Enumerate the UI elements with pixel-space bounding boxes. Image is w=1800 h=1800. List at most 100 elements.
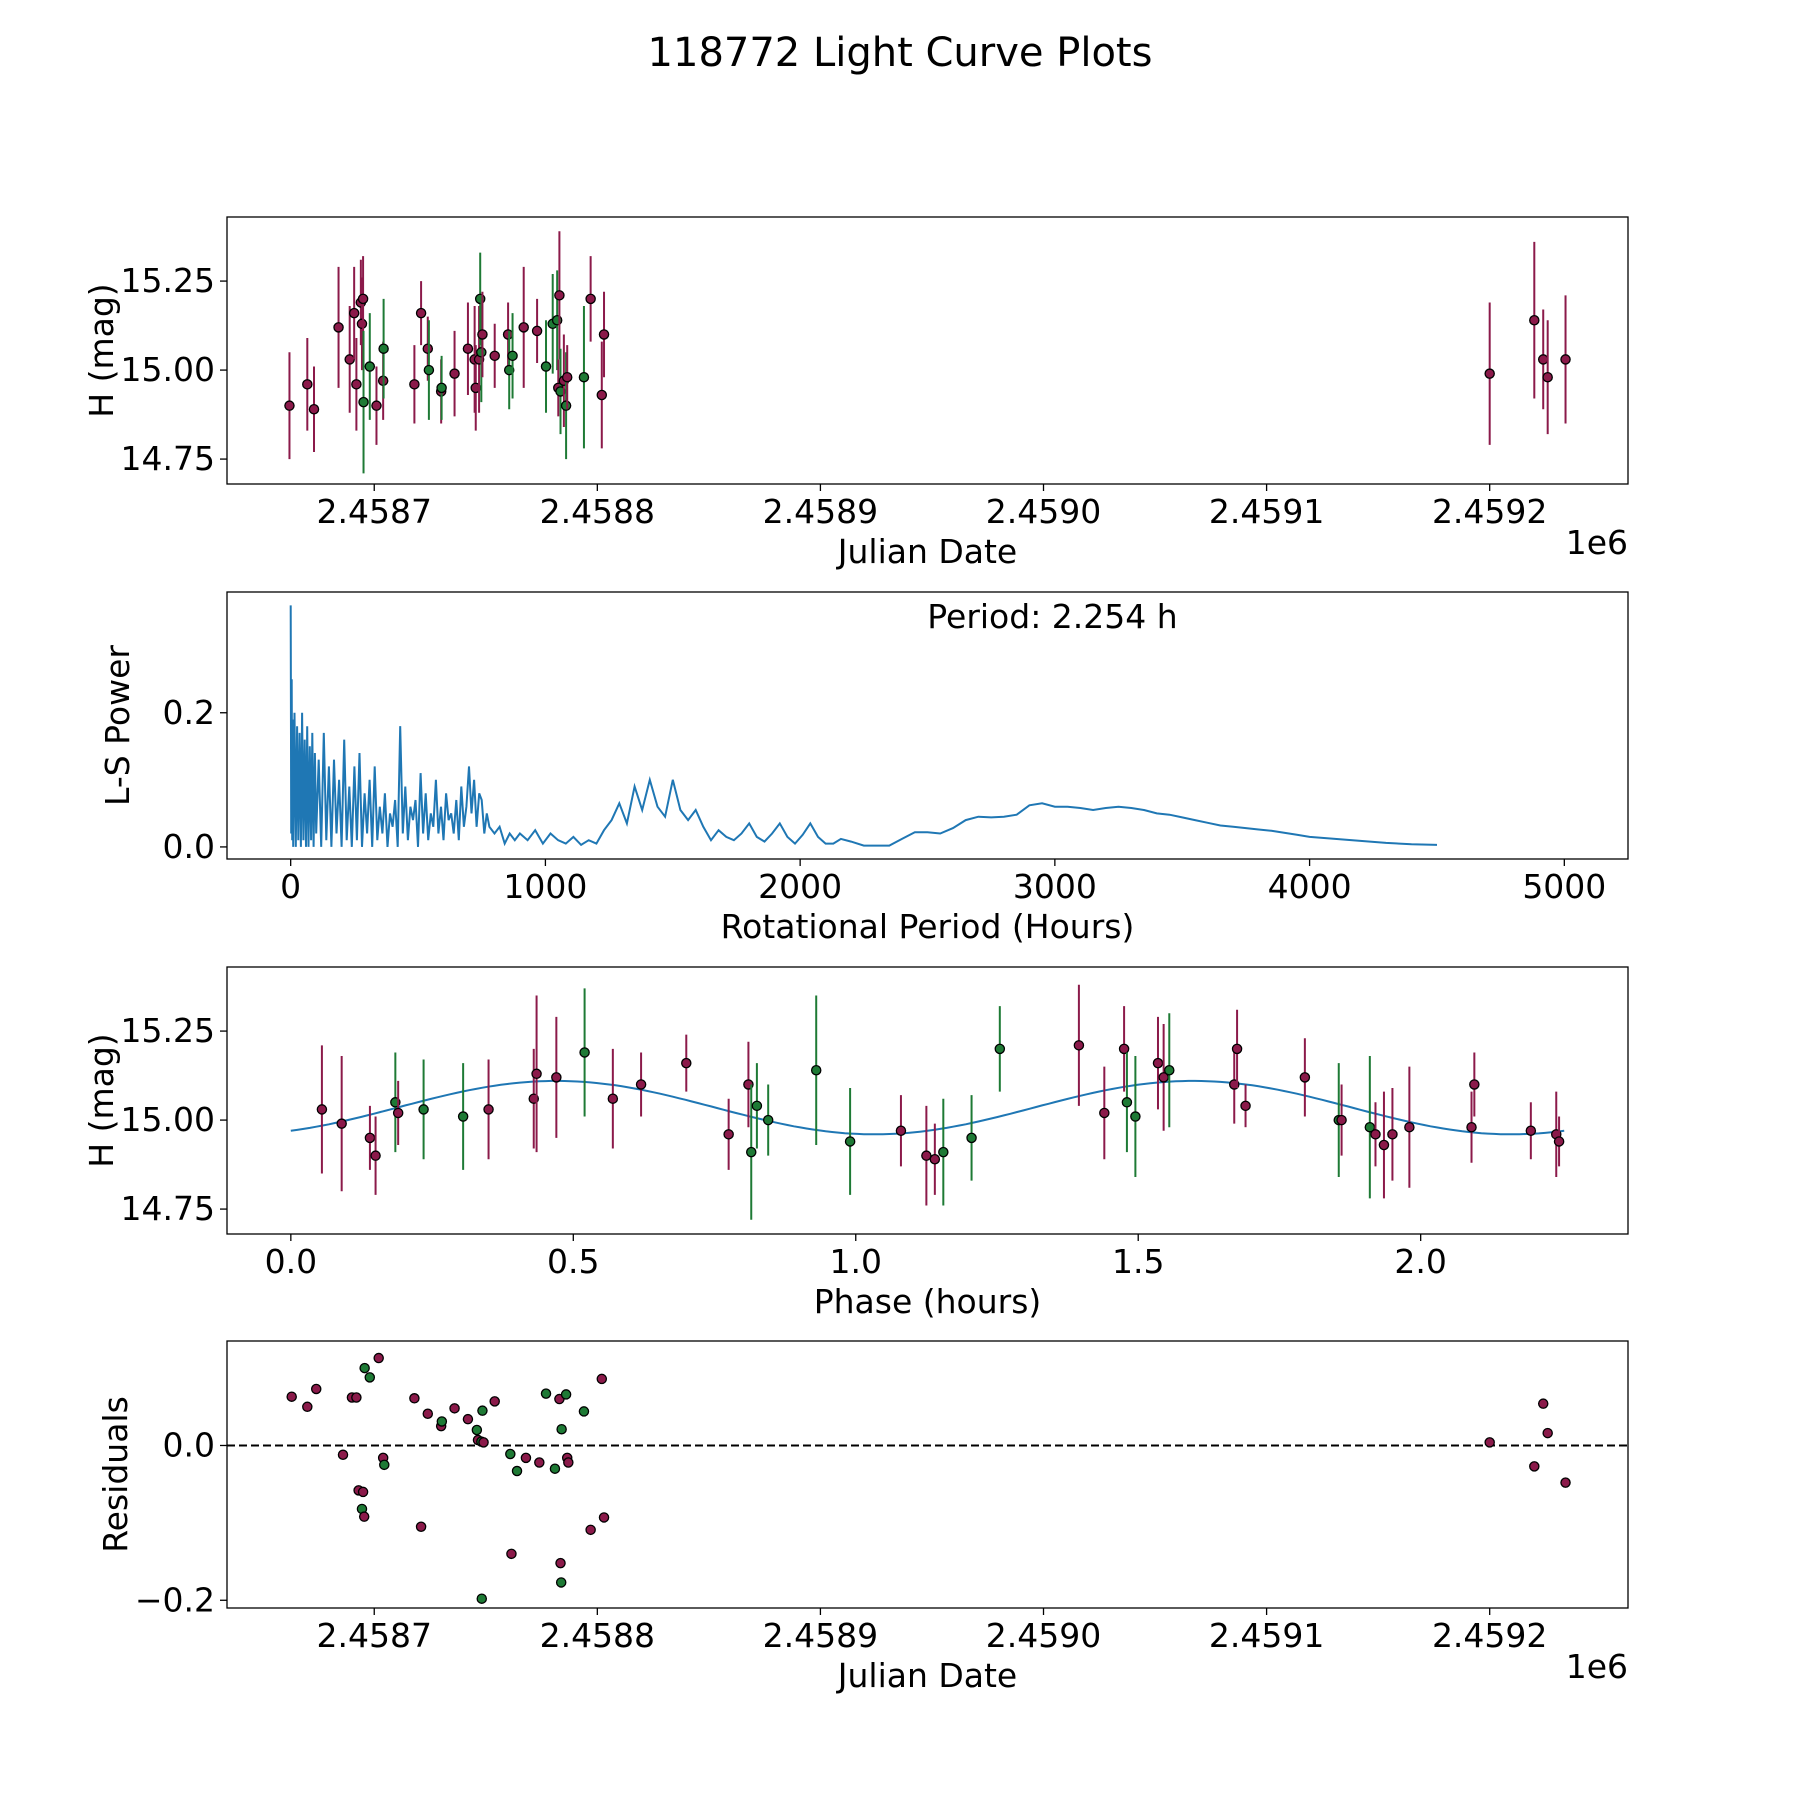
resid-point <box>520 1452 532 1464</box>
phase-point <box>1364 1121 1376 1133</box>
lc-point <box>302 379 313 390</box>
phase-point <box>457 1111 469 1122</box>
phase-plot-area <box>290 984 1565 1220</box>
resid-point <box>1529 1461 1540 1472</box>
resid-point <box>1537 1398 1549 1409</box>
phase-point <box>1158 1072 1169 1083</box>
phase-panel: 0.0 0.5 1.0 1.5 2.0 14.75 15.00 15.25 Phase (hou… <box>82 966 1629 1321</box>
resid-point <box>422 1408 434 1419</box>
resid-ylabel: Residuals <box>96 1396 135 1553</box>
phase-point <box>1370 1129 1381 1140</box>
lc-point <box>449 368 460 379</box>
resid-point <box>358 1511 370 1522</box>
lc-point <box>1560 354 1571 365</box>
lc-ytick-label: 15.25 <box>121 261 215 300</box>
lc-point <box>423 364 435 376</box>
lc-xtick-label: 2.4587 <box>317 492 432 531</box>
phase-xtick-label: 1.5 <box>1112 1242 1164 1281</box>
ls-xtick-label: 4000 <box>1268 867 1352 906</box>
lc-point <box>358 396 369 408</box>
resid-point <box>477 1405 488 1416</box>
ls-ytick-label: 0.2 <box>163 693 215 732</box>
ls-xtick-label: 2000 <box>758 867 842 906</box>
lc-point <box>351 379 362 390</box>
phase-point <box>994 1043 1006 1055</box>
ls-xtick-label: 0 <box>280 867 301 906</box>
lc-point <box>333 322 344 333</box>
resid-axes-frame <box>226 1340 1629 1609</box>
ls-axes-frame <box>226 591 1629 860</box>
lc-point <box>598 329 610 340</box>
resid-point <box>555 1577 567 1588</box>
lc-xtick-label: 2.4591 <box>1209 492 1324 531</box>
phase-point <box>370 1150 381 1161</box>
resid-point <box>1542 1427 1553 1439</box>
lc-point <box>462 343 474 354</box>
lc-point <box>477 329 488 340</box>
lc-point <box>415 307 427 319</box>
resid-point <box>415 1521 427 1532</box>
phase-point <box>336 1118 347 1129</box>
phase-point <box>551 1072 562 1083</box>
lc-point <box>1484 368 1495 379</box>
phase-point <box>531 1068 542 1080</box>
phase-point <box>745 1146 757 1158</box>
ls-power-line <box>289 605 1438 847</box>
resid-point <box>351 1392 362 1403</box>
lc-point <box>540 361 552 372</box>
resid-point <box>596 1373 608 1385</box>
lc-point <box>476 347 487 358</box>
phase-axes-frame <box>226 966 1629 1235</box>
resid-point <box>373 1352 384 1364</box>
resid-xtick-label: 2.4588 <box>540 1616 655 1655</box>
lc-point <box>348 307 360 319</box>
resid-point <box>310 1383 322 1395</box>
lc-plot-area <box>284 231 1571 474</box>
resid-point <box>556 1423 567 1435</box>
lc-offset-label: 1e6 <box>1566 523 1628 562</box>
lc-ytick-label: 15.00 <box>121 350 215 389</box>
phase-point <box>1130 1111 1141 1122</box>
resid-xtick-label: 2.4587 <box>317 1616 432 1655</box>
phase-point <box>762 1114 774 1126</box>
ls-xtick-label: 1000 <box>503 867 587 906</box>
lc-panel: 2.4587 2.4588 2.4589 2.4590 2.4591 2.4592 14.7… <box>82 216 1629 571</box>
lc-point <box>578 371 590 383</box>
lc-ytick-label: 14.75 <box>121 439 215 478</box>
resid-xtick-label: 2.4591 <box>1209 1616 1324 1655</box>
lc-point <box>284 400 295 411</box>
phase-point <box>1118 1043 1130 1055</box>
resid-plot-area <box>227 1352 1628 1604</box>
lc-point <box>436 382 447 394</box>
resid-point <box>286 1391 297 1402</box>
lc-point <box>502 329 514 340</box>
phase-point <box>844 1136 856 1147</box>
phase-xtick-label: 2.0 <box>1394 1242 1446 1281</box>
phase-point <box>895 1125 907 1137</box>
phase-point <box>966 1132 977 1144</box>
phase-point <box>483 1104 494 1115</box>
phase-point <box>418 1104 429 1115</box>
resid-xtick-label: 2.4589 <box>763 1616 878 1655</box>
phase-point <box>1164 1064 1175 1076</box>
resid-point <box>549 1463 561 1474</box>
lc-point <box>308 403 320 415</box>
resid-point <box>357 1486 369 1498</box>
resid-point <box>505 1448 516 1460</box>
resid-point <box>409 1393 420 1404</box>
lc-point <box>560 400 572 411</box>
resid-point <box>471 1424 483 1436</box>
lc-point <box>489 350 500 362</box>
phase-point <box>929 1153 941 1165</box>
lc-point <box>507 350 518 362</box>
resid-point <box>478 1437 489 1448</box>
lc-point <box>596 389 608 401</box>
period-annotation: Period: 2.254 h <box>927 597 1177 636</box>
resid-point <box>462 1413 474 1425</box>
phase-point <box>1152 1057 1164 1069</box>
lc-xtick-label: 2.4590 <box>986 492 1101 531</box>
resid-point <box>578 1406 590 1417</box>
lc-point <box>585 293 596 305</box>
panels: 2.4587 2.4588 2.4589 2.4590 2.4591 2.4592 14.7… <box>82 216 1629 1695</box>
resid-point <box>337 1449 349 1461</box>
